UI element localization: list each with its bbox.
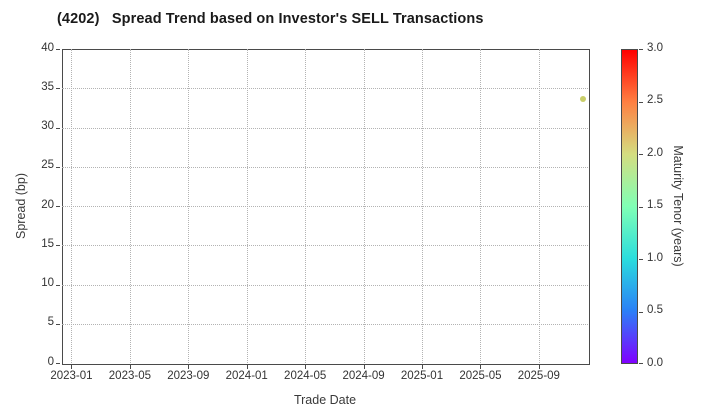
x-tick [363,365,365,369]
colorbar-tick [639,49,643,50]
colorbar-tick-label: 2.5 [647,94,663,106]
x-tick [188,365,190,369]
x-tick [538,365,540,369]
data-point [579,96,586,103]
y-gridline [62,323,588,325]
y-gridline [62,245,588,247]
x-tick [480,365,482,369]
colorbar-tick-label: 1.5 [647,199,663,211]
colorbar-tick [639,259,643,260]
colorbar-tick-label: 1.0 [647,251,663,264]
x-tick [71,365,73,369]
y-gridline [62,166,588,168]
x-tick-label: 2023-05 [108,370,151,382]
y-tick-label: 10 [41,277,54,289]
y-tick [56,88,60,90]
x-tick-label: 2023-01 [50,370,93,382]
colorbar-tick-label: 2.0 [647,146,663,159]
colorbar-tick [639,311,643,313]
colorbar-label: Maturity Tenor (years) [671,145,685,267]
chart-title: (4202) Spread Trend based on Investor's … [57,11,484,27]
y-tick [56,323,60,325]
plot-area [62,49,590,365]
colorbar-tick-label: 3.0 [647,41,663,54]
y-tick-label: 25 [41,159,54,172]
y-tick-label: 40 [41,41,54,54]
x-tick [305,365,307,369]
y-tick-label: 15 [41,237,54,250]
x-tick-label: 2025-05 [459,370,502,382]
y-tick [56,206,60,207]
colorbar-tick [639,206,643,208]
colorbar-tick [639,363,643,364]
y-tick-label: 5 [47,316,54,329]
x-tick [129,365,131,369]
x-tick-label: 2024-09 [342,370,385,382]
y-tick [56,49,60,50]
colorbar-tick-label: 0.0 [647,356,663,369]
x-tick-label: 2024-01 [225,370,268,382]
y-tick [56,127,60,129]
x-tick-label: 2025-01 [400,370,444,382]
colorbar [621,49,638,364]
y-tick-label: 35 [41,80,54,93]
y-gridline [62,284,588,286]
y-tick [56,166,60,168]
y-tick [56,245,60,247]
x-tick [422,365,423,369]
x-tick [246,365,248,369]
colorbar-tick-label: 0.5 [647,304,663,316]
x-tick-label: 2025-09 [517,370,560,382]
y-tick [56,363,60,364]
x-tick-label: 2024-05 [284,370,327,382]
y-gridline [62,127,588,129]
y-gridline [62,206,588,207]
y-gridline [62,88,588,90]
y-tick-label: 20 [41,198,54,211]
colorbar-tick [639,154,643,155]
x-tick-label: 2023-09 [167,370,210,382]
colorbar-tick [639,101,643,103]
x-axis-label: Trade Date [293,393,357,407]
y-tick [56,284,60,286]
y-tick-label: 0 [47,355,54,368]
y-tick-label: 30 [41,120,54,132]
